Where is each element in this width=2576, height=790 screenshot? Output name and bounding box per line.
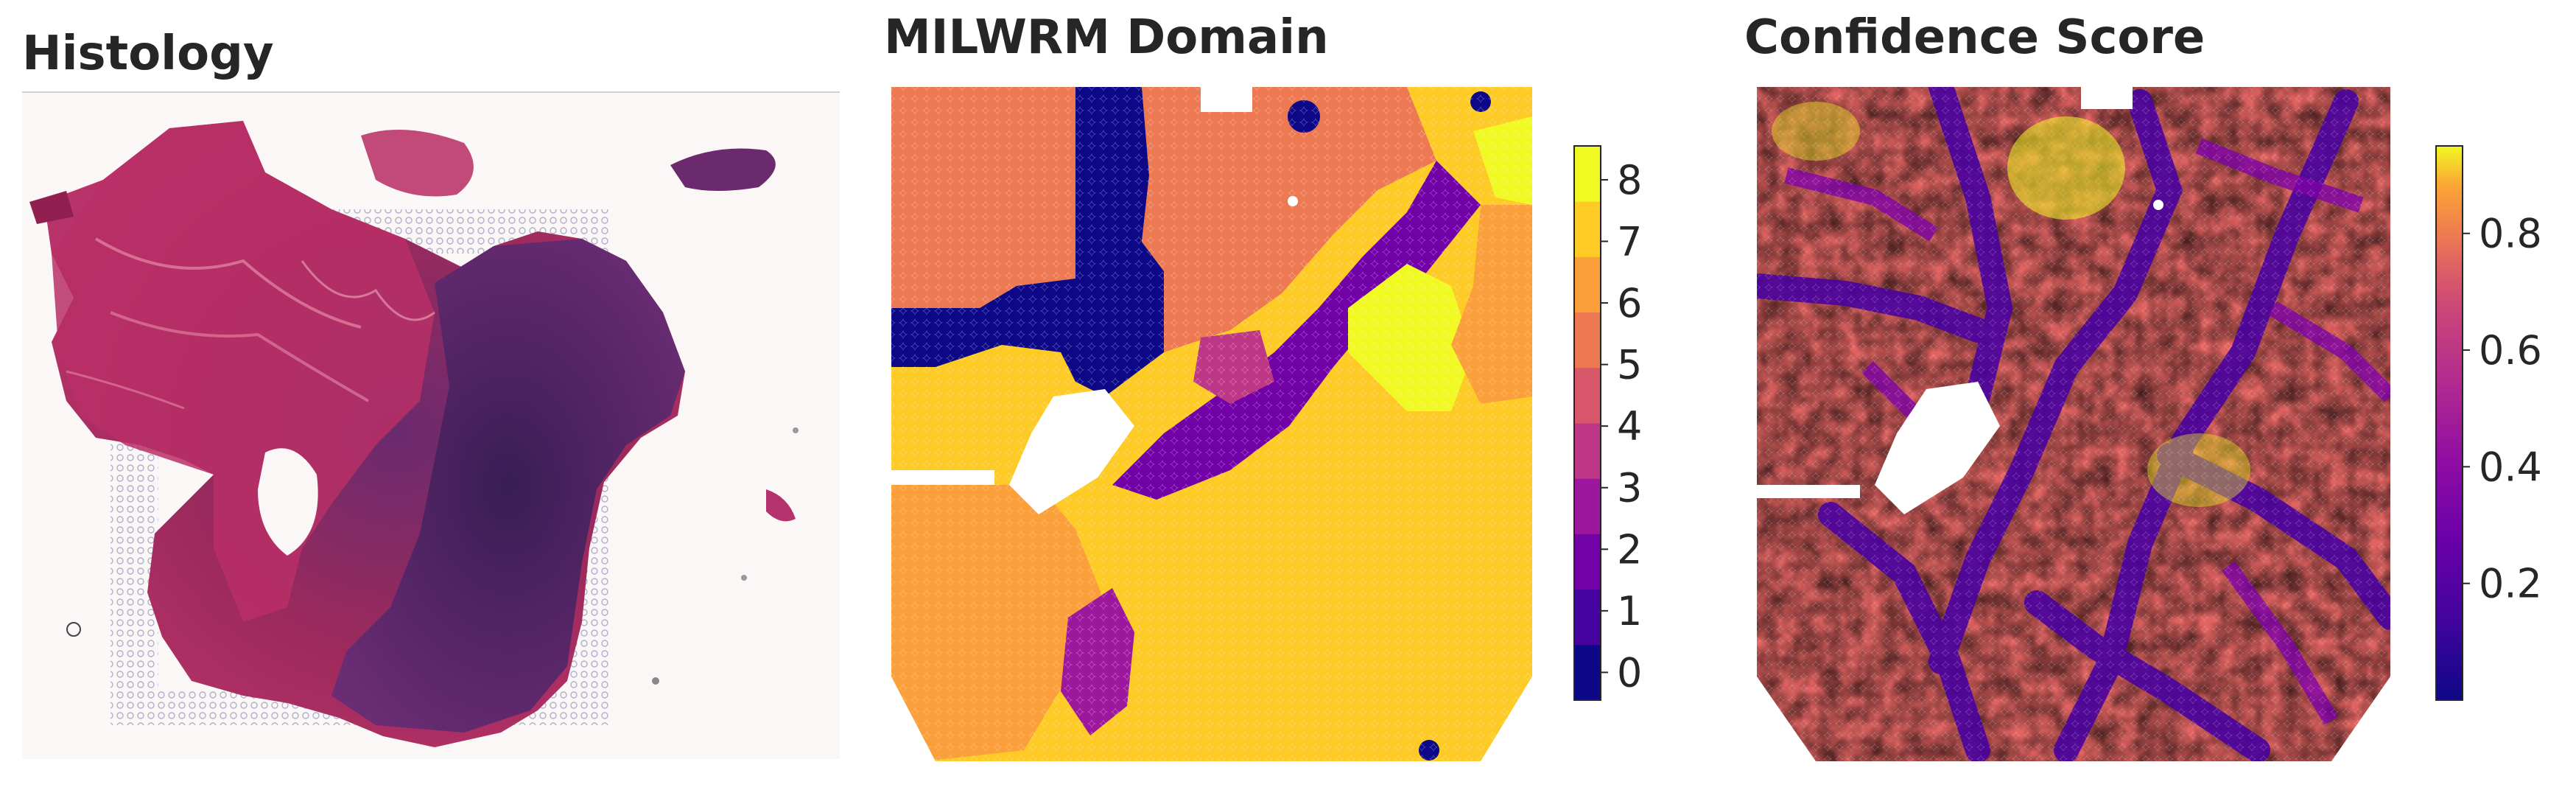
confidence-colorbar-tick-label: 0.2 — [2479, 561, 2542, 607]
domain-colorbar-segment — [1574, 312, 1601, 368]
domain-colorbar-segment — [1574, 534, 1601, 590]
domain-title: MILWRM Domain — [884, 10, 1329, 65]
domain-colorbar-tick-label: 4 — [1617, 403, 1642, 450]
domain-colorbar-border — [1573, 145, 1601, 701]
domain-colorbar: 0 1 2 3 4 5 6 7 8 — [1573, 145, 1642, 701]
histology-image — [22, 91, 840, 759]
domain-colorbar-tick-label: 3 — [1617, 465, 1642, 511]
confidence-colorbar-gradient — [2435, 145, 2463, 701]
domain-colorbar-segment — [1574, 367, 1601, 424]
domain-colorbar-tick-label: 8 — [1617, 157, 1642, 203]
confidence-colorbar-tick-label: 0.4 — [2479, 444, 2542, 490]
domain-colorbar-segment — [1574, 256, 1601, 313]
domain-colorbar-tick-label: 5 — [1617, 342, 1642, 388]
domain-colorbar-tick-label: 6 — [1617, 280, 1642, 326]
domain-colorbar-tick-label: 2 — [1617, 526, 1642, 573]
domain-colorbar-tick-label: 7 — [1617, 219, 1642, 265]
domain-colorbar-segment — [1574, 201, 1601, 257]
confidence-colorbar-tick-label: 0.8 — [2479, 211, 2542, 257]
confidence-colorbar-tick-label: 0.6 — [2479, 327, 2542, 374]
domain-colorbar-segment — [1574, 423, 1601, 479]
domain-colorbar-segment — [1574, 478, 1601, 534]
confidence-title: Confidence Score — [1744, 10, 2205, 65]
domain-colorbar-segment — [1574, 644, 1601, 701]
domain-colorbar-segment — [1574, 146, 1601, 202]
confidence-map — [1757, 87, 2390, 761]
domain-map — [891, 87, 1532, 761]
confidence-colorbar: 0.2 0.4 0.6 0.8 — [2435, 145, 2542, 701]
histology-title: Histology — [22, 27, 274, 81]
domain-colorbar-segment — [1574, 589, 1601, 646]
domain-colorbar-tick-label: 0 — [1617, 649, 1642, 696]
domain-colorbar-tick-label: 1 — [1617, 588, 1642, 635]
